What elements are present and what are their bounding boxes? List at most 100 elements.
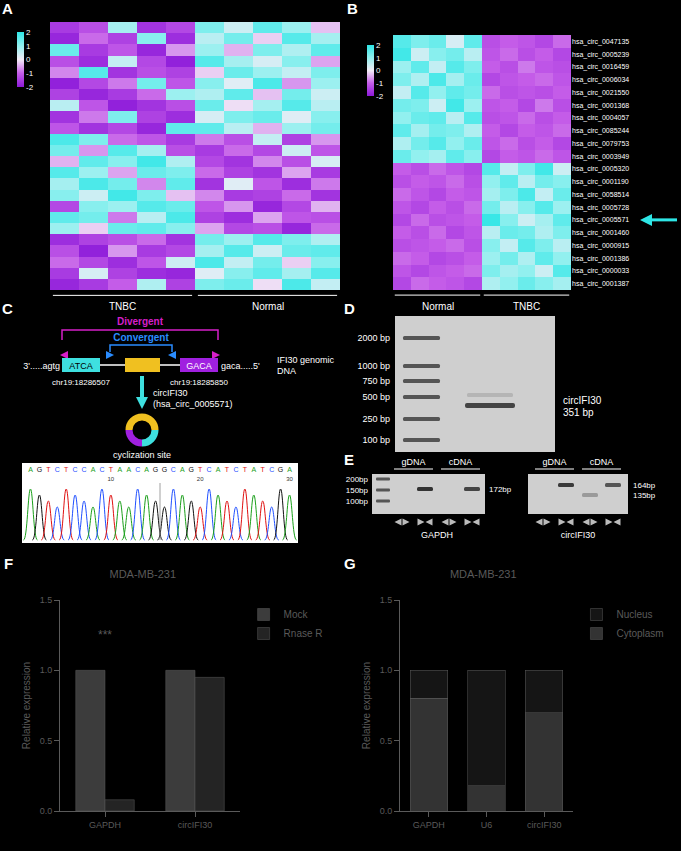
svg-text:hsa_circ_0003949: hsa_circ_0003949 — [572, 153, 629, 161]
svg-text:hsa_circ_0085244: hsa_circ_0085244 — [572, 127, 629, 135]
svg-text:C: C — [207, 466, 212, 473]
svg-text:G: G — [162, 466, 167, 473]
svg-text:hsa_circ_0001368: hsa_circ_0001368 — [572, 102, 629, 110]
svg-text:0.5: 0.5 — [380, 736, 393, 746]
svg-text:1.0: 1.0 — [40, 665, 53, 675]
svg-text:C: C — [2, 300, 13, 317]
svg-text:F: F — [4, 555, 13, 572]
svg-text:cDNA: cDNA — [590, 457, 614, 467]
svg-text:1.0: 1.0 — [380, 665, 393, 675]
svg-text:A: A — [28, 466, 33, 473]
svg-text:3'.....agtg: 3'.....agtg — [23, 361, 60, 371]
svg-text:1000 bp: 1000 bp — [357, 361, 390, 371]
svg-text:750 bp: 750 bp — [362, 376, 390, 386]
svg-text:0.5: 0.5 — [40, 736, 53, 746]
svg-text:cyclization site: cyclization site — [113, 450, 171, 460]
svg-text:100bp: 100bp — [346, 497, 369, 506]
svg-text:A: A — [117, 466, 122, 473]
svg-text:A: A — [91, 466, 96, 473]
svg-text:-2: -2 — [26, 83, 34, 92]
svg-text:0: 0 — [376, 66, 381, 75]
svg-text:135bp: 135bp — [633, 491, 656, 500]
svg-text:A: A — [251, 466, 256, 473]
svg-text:T: T — [64, 466, 69, 473]
svg-text:T: T — [243, 466, 248, 473]
svg-text:cDNA: cDNA — [449, 457, 473, 467]
svg-text:T: T — [46, 466, 51, 473]
svg-text:2: 2 — [376, 41, 381, 50]
svg-text:hsa_circ_0001386: hsa_circ_0001386 — [572, 255, 629, 263]
svg-text:D: D — [344, 300, 355, 317]
svg-text:GAPDH: GAPDH — [89, 820, 121, 830]
svg-text:1: 1 — [26, 42, 31, 51]
svg-text:hsa_circ_0005239: hsa_circ_0005239 — [572, 51, 629, 59]
svg-text:C: C — [135, 466, 140, 473]
svg-text:hsa_circ_0058514: hsa_circ_0058514 — [572, 191, 629, 199]
svg-text:MDA-MB-231: MDA-MB-231 — [450, 568, 517, 580]
svg-text:Nucleus: Nucleus — [616, 609, 652, 620]
svg-text:1.5: 1.5 — [380, 595, 393, 605]
svg-text:gDNA: gDNA — [542, 457, 566, 467]
svg-text:A: A — [144, 466, 149, 473]
svg-text:hsa_circ_0005320: hsa_circ_0005320 — [572, 165, 629, 173]
svg-text:351 bp: 351 bp — [563, 407, 594, 418]
svg-text:Mock: Mock — [284, 609, 309, 620]
svg-text:GAPDH: GAPDH — [421, 530, 453, 540]
svg-text:hsa_circ_0047135: hsa_circ_0047135 — [572, 38, 629, 46]
svg-text:1.5: 1.5 — [40, 595, 53, 605]
svg-text:0.0: 0.0 — [380, 806, 393, 816]
svg-text:C: C — [99, 466, 104, 473]
svg-text:0: 0 — [26, 55, 31, 64]
svg-text:Relative expression: Relative expression — [21, 662, 32, 749]
svg-text:G: G — [344, 555, 356, 572]
svg-text:hsa_circ_0001190: hsa_circ_0001190 — [572, 178, 629, 186]
svg-text:circIFI30: circIFI30 — [527, 820, 562, 830]
svg-text:Convergent: Convergent — [113, 332, 169, 343]
svg-text:hsa_circ_0021550: hsa_circ_0021550 — [572, 89, 629, 97]
svg-text:G: G — [37, 466, 42, 473]
svg-text:gDNA: gDNA — [401, 457, 425, 467]
svg-text:1: 1 — [376, 54, 381, 63]
svg-text:hsa_circ_0005728: hsa_circ_0005728 — [572, 204, 629, 212]
svg-text:TNBC: TNBC — [513, 301, 540, 312]
svg-text:hsa_circ_0000033: hsa_circ_0000033 — [572, 267, 629, 275]
svg-text:-1: -1 — [26, 69, 34, 78]
svg-text:T: T — [198, 466, 203, 473]
svg-text:IFI30 genomic: IFI30 genomic — [277, 355, 335, 365]
svg-text:A: A — [287, 466, 292, 473]
svg-text:-1: -1 — [376, 79, 384, 88]
svg-text:30: 30 — [286, 476, 293, 482]
svg-text:circIFI30: circIFI30 — [561, 530, 596, 540]
svg-text:hsa_circ_0000915: hsa_circ_0000915 — [572, 242, 629, 250]
svg-text:250 bp: 250 bp — [362, 414, 390, 424]
svg-text:B: B — [347, 0, 358, 17]
svg-text:C: C — [269, 466, 274, 473]
svg-text:***: *** — [98, 628, 112, 642]
svg-text:circIFI30: circIFI30 — [563, 395, 602, 406]
svg-text:hsa_circ_0005571: hsa_circ_0005571 — [572, 216, 629, 224]
svg-text:Divergent: Divergent — [117, 316, 164, 327]
svg-text:circIFI30: circIFI30 — [153, 388, 188, 398]
svg-text:Cytoplasm: Cytoplasm — [616, 628, 663, 639]
svg-text:Relative expression: Relative expression — [361, 662, 372, 749]
svg-text:20: 20 — [197, 476, 204, 482]
svg-text:C: C — [233, 466, 238, 473]
svg-text:MDA-MB-231: MDA-MB-231 — [109, 568, 176, 580]
svg-text:DNA: DNA — [277, 366, 296, 376]
svg-text:hsa_circ_0001460: hsa_circ_0001460 — [572, 229, 629, 237]
svg-text:Rnase R: Rnase R — [284, 628, 323, 639]
svg-text:2: 2 — [26, 28, 31, 37]
svg-text:hsa_circ_0006034: hsa_circ_0006034 — [572, 76, 629, 84]
svg-text:G: G — [278, 466, 283, 473]
svg-text:T: T — [261, 466, 266, 473]
svg-text:ATCA: ATCA — [69, 361, 92, 371]
svg-text:U6: U6 — [481, 820, 493, 830]
svg-text:G: G — [189, 466, 194, 473]
svg-text:chr19:18286507: chr19:18286507 — [52, 378, 110, 387]
svg-text:500 bp: 500 bp — [362, 392, 390, 402]
svg-text:C: C — [55, 466, 60, 473]
svg-text:chr19:18285850: chr19:18285850 — [170, 378, 228, 387]
svg-text:(hsa_circ_0005571): (hsa_circ_0005571) — [153, 399, 233, 409]
svg-text:-2: -2 — [376, 92, 384, 101]
svg-text:TNBC: TNBC — [109, 301, 136, 312]
